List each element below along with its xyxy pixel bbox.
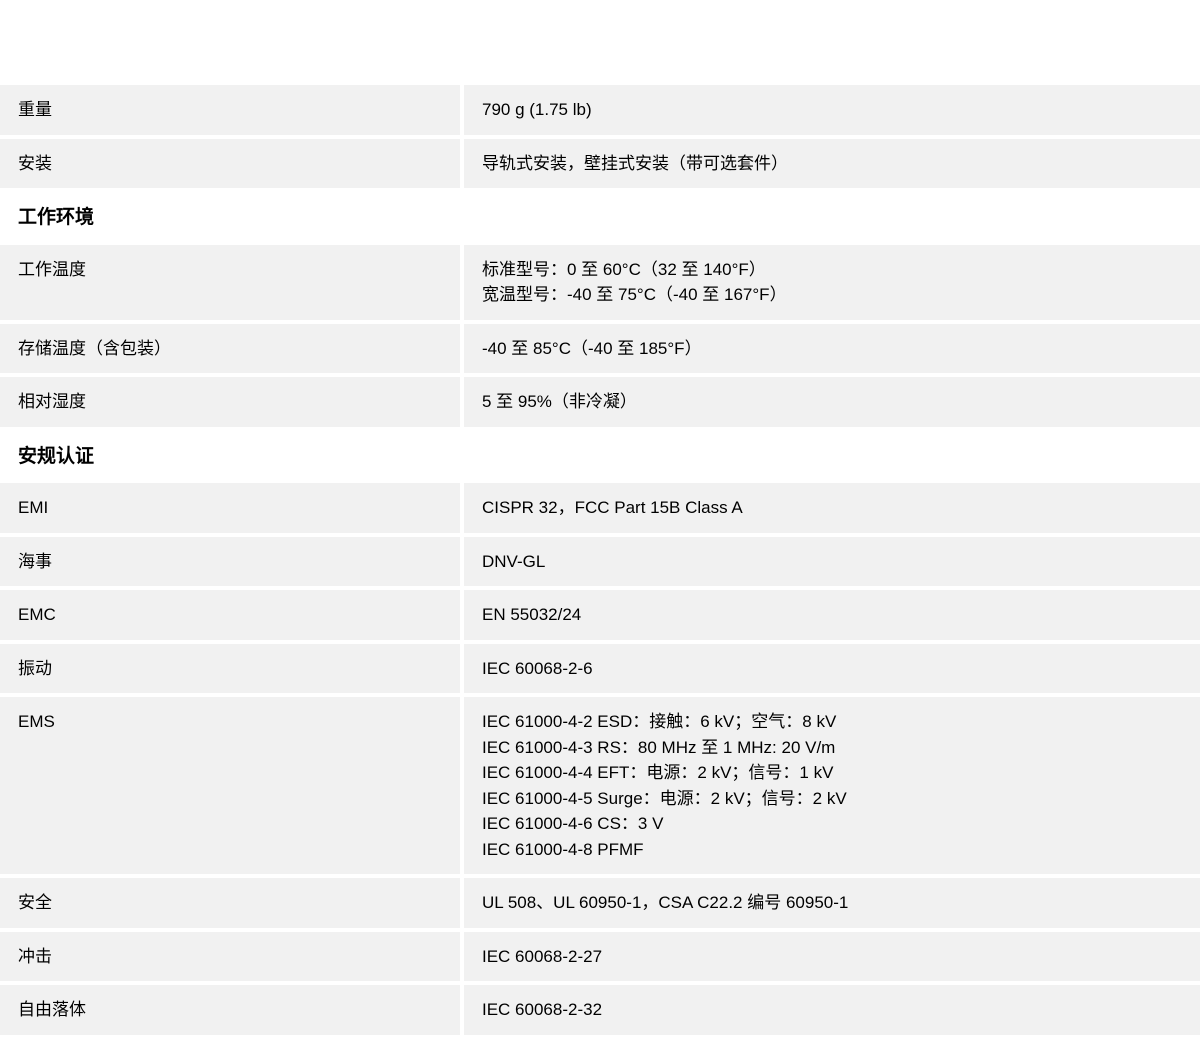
- spec-row: EMICISPR 32，FCC Part 15B Class A: [0, 483, 1200, 533]
- spec-value: IEC 60068-2-27: [464, 932, 1200, 982]
- spec-row: 自由落体IEC 60068-2-32: [0, 985, 1200, 1035]
- spec-row: 冲击IEC 60068-2-27: [0, 932, 1200, 982]
- spec-value: IEC 60068-2-32: [464, 985, 1200, 1035]
- spec-row: 振动IEC 60068-2-6: [0, 644, 1200, 694]
- spec-row: 安装导轨式安装，壁挂式安装（带可选套件）: [0, 139, 1200, 189]
- spec-row: 相对湿度5 至 95%（非冷凝）: [0, 377, 1200, 427]
- spec-value: DNV-GL: [464, 537, 1200, 587]
- spec-row: 海事DNV-GL: [0, 537, 1200, 587]
- spec-label: EMI: [0, 483, 460, 533]
- spec-value: 790 g (1.75 lb): [464, 85, 1200, 135]
- spec-row: EMCEN 55032/24: [0, 590, 1200, 640]
- spec-value: 导轨式安装，壁挂式安装（带可选套件）: [464, 139, 1200, 189]
- spec-label: 重量: [0, 85, 460, 135]
- spec-row: 存储温度（含包装）-40 至 85°C（-40 至 185°F）: [0, 324, 1200, 374]
- spec-label: 安全: [0, 878, 460, 928]
- spec-label: 工作温度: [0, 245, 460, 320]
- spec-label: EMC: [0, 590, 460, 640]
- spec-row: 工作温度标准型号：0 至 60°C（32 至 140°F） 宽温型号：-40 至…: [0, 245, 1200, 320]
- spec-value: 5 至 95%（非冷凝）: [464, 377, 1200, 427]
- section-heading: 工作环境: [0, 192, 1200, 245]
- spec-value: EN 55032/24: [464, 590, 1200, 640]
- spec-value: -40 至 85°C（-40 至 185°F）: [464, 324, 1200, 374]
- spec-row: 安全UL 508、UL 60950-1，CSA C22.2 编号 60950-1: [0, 878, 1200, 928]
- spec-row: EMSIEC 61000-4-2 ESD：接触：6 kV；空气：8 kV IEC…: [0, 697, 1200, 874]
- spec-value: CISPR 32，FCC Part 15B Class A: [464, 483, 1200, 533]
- spec-value: UL 508、UL 60950-1，CSA C22.2 编号 60950-1: [464, 878, 1200, 928]
- spec-label: 自由落体: [0, 985, 460, 1035]
- spec-label: 存储温度（含包装）: [0, 324, 460, 374]
- spec-label: 相对湿度: [0, 377, 460, 427]
- spec-label: 安装: [0, 139, 460, 189]
- spec-value: IEC 61000-4-2 ESD：接触：6 kV；空气：8 kV IEC 61…: [464, 697, 1200, 874]
- spec-label: EMS: [0, 697, 460, 874]
- spec-value: 标准型号：0 至 60°C（32 至 140°F） 宽温型号：-40 至 75°…: [464, 245, 1200, 320]
- section-heading: 安规认证: [0, 431, 1200, 484]
- spec-label: 海事: [0, 537, 460, 587]
- spec-label: 冲击: [0, 932, 460, 982]
- spec-label: 振动: [0, 644, 460, 694]
- spec-value: IEC 60068-2-6: [464, 644, 1200, 694]
- spec-row: 重量790 g (1.75 lb): [0, 85, 1200, 135]
- spec-table: 重量790 g (1.75 lb)安装导轨式安装，壁挂式安装（带可选套件）工作环…: [0, 0, 1200, 1035]
